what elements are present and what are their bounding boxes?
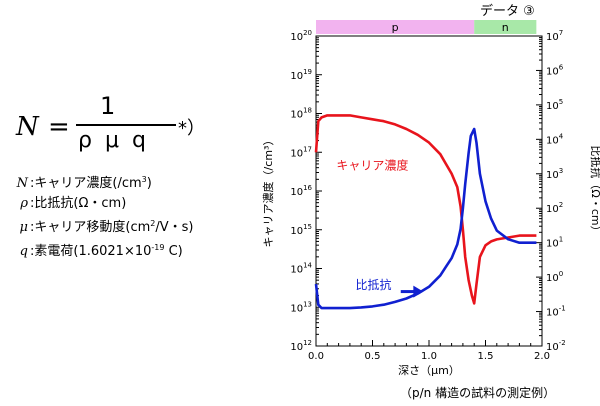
- annotation-resistivity: 比抵抗: [356, 277, 392, 292]
- left-tick-label: 1012: [290, 339, 312, 353]
- right-tick-label: 106: [546, 63, 564, 77]
- x-tick-label: 0.0: [308, 351, 324, 362]
- left-tick-label: 1013: [290, 300, 312, 314]
- right-axis-title: 比抵抗（Ω・cm）: [589, 145, 600, 236]
- left-axis-title: キャリア濃度（/cm³）: [261, 135, 275, 248]
- formula-panel: N = 1 ρ μ q *） N:キャリア濃度(/cm3) ρ:比抵抗(Ω・cm…: [0, 0, 260, 406]
- left-tick-label: 1014: [290, 262, 312, 276]
- formula-numerator: 1: [100, 92, 116, 120]
- region-bar-p: [316, 20, 475, 34]
- left-tick-label: 1020: [290, 29, 312, 43]
- formula-denominator: ρ μ q: [78, 128, 149, 153]
- definition-tail: ): [146, 176, 152, 191]
- right-tick-label: 10-1: [546, 305, 566, 319]
- formula-note: *）: [178, 118, 205, 139]
- definition-item: ρ:比抵抗(Ω・cm): [14, 194, 194, 214]
- definition-tail: /V・s): [155, 220, 194, 235]
- definition-list: N:キャリア濃度(/cm3) ρ:比抵抗(Ω・cm) μ:キャリア移動度(cm2…: [14, 170, 194, 262]
- definition-symbol: μ: [19, 220, 28, 235]
- x-tick-label: 1.5: [478, 351, 494, 362]
- right-tick-label: 102: [546, 201, 563, 215]
- right-tick-label: 105: [546, 98, 563, 112]
- definition-text: キャリア移動度(cm: [34, 220, 151, 235]
- annotation-carrier: キャリア濃度: [336, 158, 408, 173]
- definition-symbol: N: [16, 176, 28, 191]
- definition-sup: 2: [150, 219, 156, 228]
- region-bar-n: [474, 20, 537, 34]
- definition-tail: C): [164, 244, 183, 259]
- region-label-p: p: [392, 21, 399, 34]
- definition-text: キャリア濃度(/cm: [34, 176, 142, 191]
- series-line-carrier: [314, 114, 537, 305]
- plot-frame: [315, 35, 543, 347]
- definition-item: μ:キャリア移動度(cm2/V・s): [14, 214, 194, 238]
- data-badge: データ ③: [480, 4, 535, 19]
- right-tick-label: 100: [546, 270, 563, 284]
- definition-symbol: ρ: [20, 196, 28, 211]
- region-label-n: n: [502, 21, 509, 34]
- right-tick-label: 104: [546, 132, 564, 146]
- left-tick-label: 1015: [290, 223, 312, 237]
- definition-sup: 3: [141, 175, 147, 184]
- definition-text: 比抵抗(Ω・cm): [34, 196, 127, 211]
- chart-caption: （p/n 構造の試料の測定例）: [400, 386, 556, 400]
- x-tick-label: 1.0: [421, 351, 437, 362]
- left-tick-label: 1018: [290, 107, 312, 121]
- formula-lhs: N: [16, 112, 39, 142]
- right-tick-label: 103: [546, 167, 563, 181]
- right-tick-label: 101: [546, 236, 563, 250]
- left-tick-label: 1016: [290, 184, 312, 198]
- fraction-bar: [76, 124, 176, 126]
- left-tick-label: 1019: [290, 68, 312, 82]
- right-tick-label: 10-2: [546, 339, 566, 353]
- formula-equals: =: [48, 112, 70, 142]
- definition-item: q:素電荷(1.6021×10-19 C): [14, 238, 194, 262]
- definition-item: N:キャリア濃度(/cm3): [14, 170, 194, 194]
- definition-symbol: q: [19, 244, 28, 259]
- x-axis-title: 深さ（μm）: [398, 364, 460, 377]
- x-tick-label: 0.5: [365, 351, 381, 362]
- right-tick-label: 107: [546, 29, 563, 43]
- definition-text: 素電荷(1.6021×10: [34, 244, 152, 259]
- left-tick-label: 1017: [290, 145, 312, 159]
- annotation-arrow-head: [413, 285, 424, 298]
- x-tick-label: 2.0: [534, 351, 550, 362]
- definition-sup: -19: [151, 243, 165, 252]
- series-line-resistivity: [314, 127, 537, 310]
